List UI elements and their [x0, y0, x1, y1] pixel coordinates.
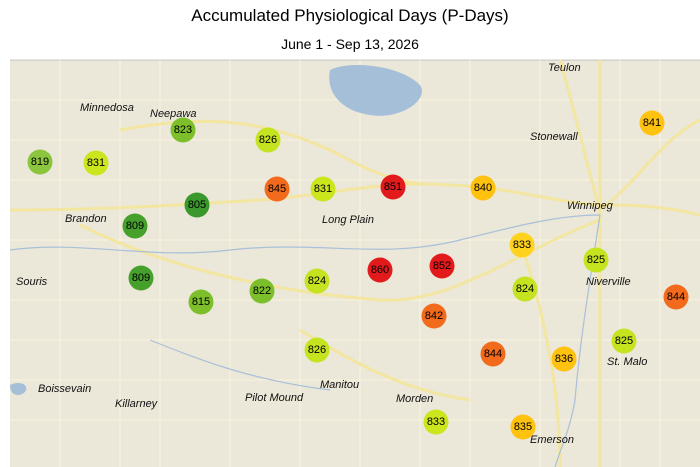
- station-marker: [310, 176, 336, 202]
- station-marker: [83, 150, 109, 176]
- place-label: Stonewall: [530, 131, 578, 143]
- station-marker: [429, 253, 455, 279]
- station-value: 819: [31, 156, 49, 168]
- place-label: Minnedosa: [80, 102, 134, 114]
- station-marker: [264, 176, 290, 202]
- station-value: 809: [126, 220, 144, 232]
- station-marker: [170, 117, 196, 143]
- stations: 819 831 823 826 845 831 851 840 841 805 809 833 825 8…: [27, 110, 689, 440]
- title: Accumulated Physiological Days (P-Days): [191, 6, 508, 25]
- station-marker: [255, 127, 281, 153]
- place-label: Brandon: [65, 213, 107, 225]
- station-marker: [510, 414, 536, 440]
- place-labels: Teulon Minnedosa Neepawa Stonewall Winnipeg B…: [16, 62, 647, 446]
- place-label: Winnipeg: [567, 200, 614, 212]
- station-value: 805: [188, 199, 206, 211]
- station-value: 852: [433, 260, 451, 272]
- station-marker: [551, 346, 577, 372]
- place-label: Killarney: [115, 398, 159, 410]
- place-label: Pilot Mound: [245, 392, 304, 404]
- station-value: 831: [87, 157, 105, 169]
- station-value: 822: [253, 285, 271, 297]
- place-label: Teulon: [548, 62, 581, 74]
- station-marker: [639, 110, 665, 136]
- station-value: 826: [308, 344, 326, 356]
- station-marker: [122, 213, 148, 239]
- station-value: 840: [474, 182, 492, 194]
- station-marker: [423, 409, 449, 435]
- station-marker: [380, 174, 406, 200]
- station-value: 851: [384, 181, 402, 193]
- station-value: 835: [514, 421, 532, 433]
- place-label: St. Malo: [607, 356, 647, 368]
- station-marker: [470, 175, 496, 201]
- station-marker: [512, 276, 538, 302]
- station-marker: [188, 289, 214, 315]
- place-label: Morden: [396, 393, 433, 405]
- place-label: Long Plain: [322, 214, 374, 226]
- station-value: 831: [314, 183, 332, 195]
- station-marker: [304, 268, 330, 294]
- station-marker: [480, 341, 506, 367]
- station-value: 824: [308, 275, 326, 287]
- subtitle: June 1 - Sep 13, 2026: [281, 36, 419, 52]
- station-marker: [509, 232, 535, 258]
- station-value: 833: [427, 416, 445, 428]
- station-value: 841: [643, 117, 661, 129]
- station-marker: [367, 257, 393, 283]
- place-label: Neepawa: [150, 108, 196, 120]
- station-value: 860: [371, 264, 389, 276]
- station-value: 842: [425, 310, 443, 322]
- station-marker: [184, 192, 210, 218]
- place-label: Emerson: [530, 434, 574, 446]
- station-marker: [27, 149, 53, 175]
- station-marker: [128, 265, 154, 291]
- place-label: Boissevain: [38, 383, 91, 395]
- station-marker: [583, 247, 609, 273]
- station-marker: [611, 328, 637, 354]
- place-label: Souris: [16, 276, 48, 288]
- station-value: 825: [615, 335, 633, 347]
- station-value: 836: [555, 353, 573, 365]
- station-marker: [421, 303, 447, 329]
- station-value: 823: [174, 124, 192, 136]
- station-marker: [304, 337, 330, 363]
- station-value: 825: [587, 254, 605, 266]
- station-value: 824: [516, 283, 534, 295]
- station-value: 833: [513, 239, 531, 251]
- station-value: 845: [268, 183, 286, 195]
- station-marker: [663, 284, 689, 310]
- station-value: 809: [132, 272, 150, 284]
- station-value: 844: [667, 291, 685, 303]
- station-value: 844: [484, 348, 502, 360]
- station-value: 826: [259, 134, 277, 146]
- place-label: Manitou: [320, 379, 359, 391]
- station-value: 815: [192, 296, 210, 308]
- station-marker: [249, 278, 275, 304]
- place-label: Niverville: [586, 276, 631, 288]
